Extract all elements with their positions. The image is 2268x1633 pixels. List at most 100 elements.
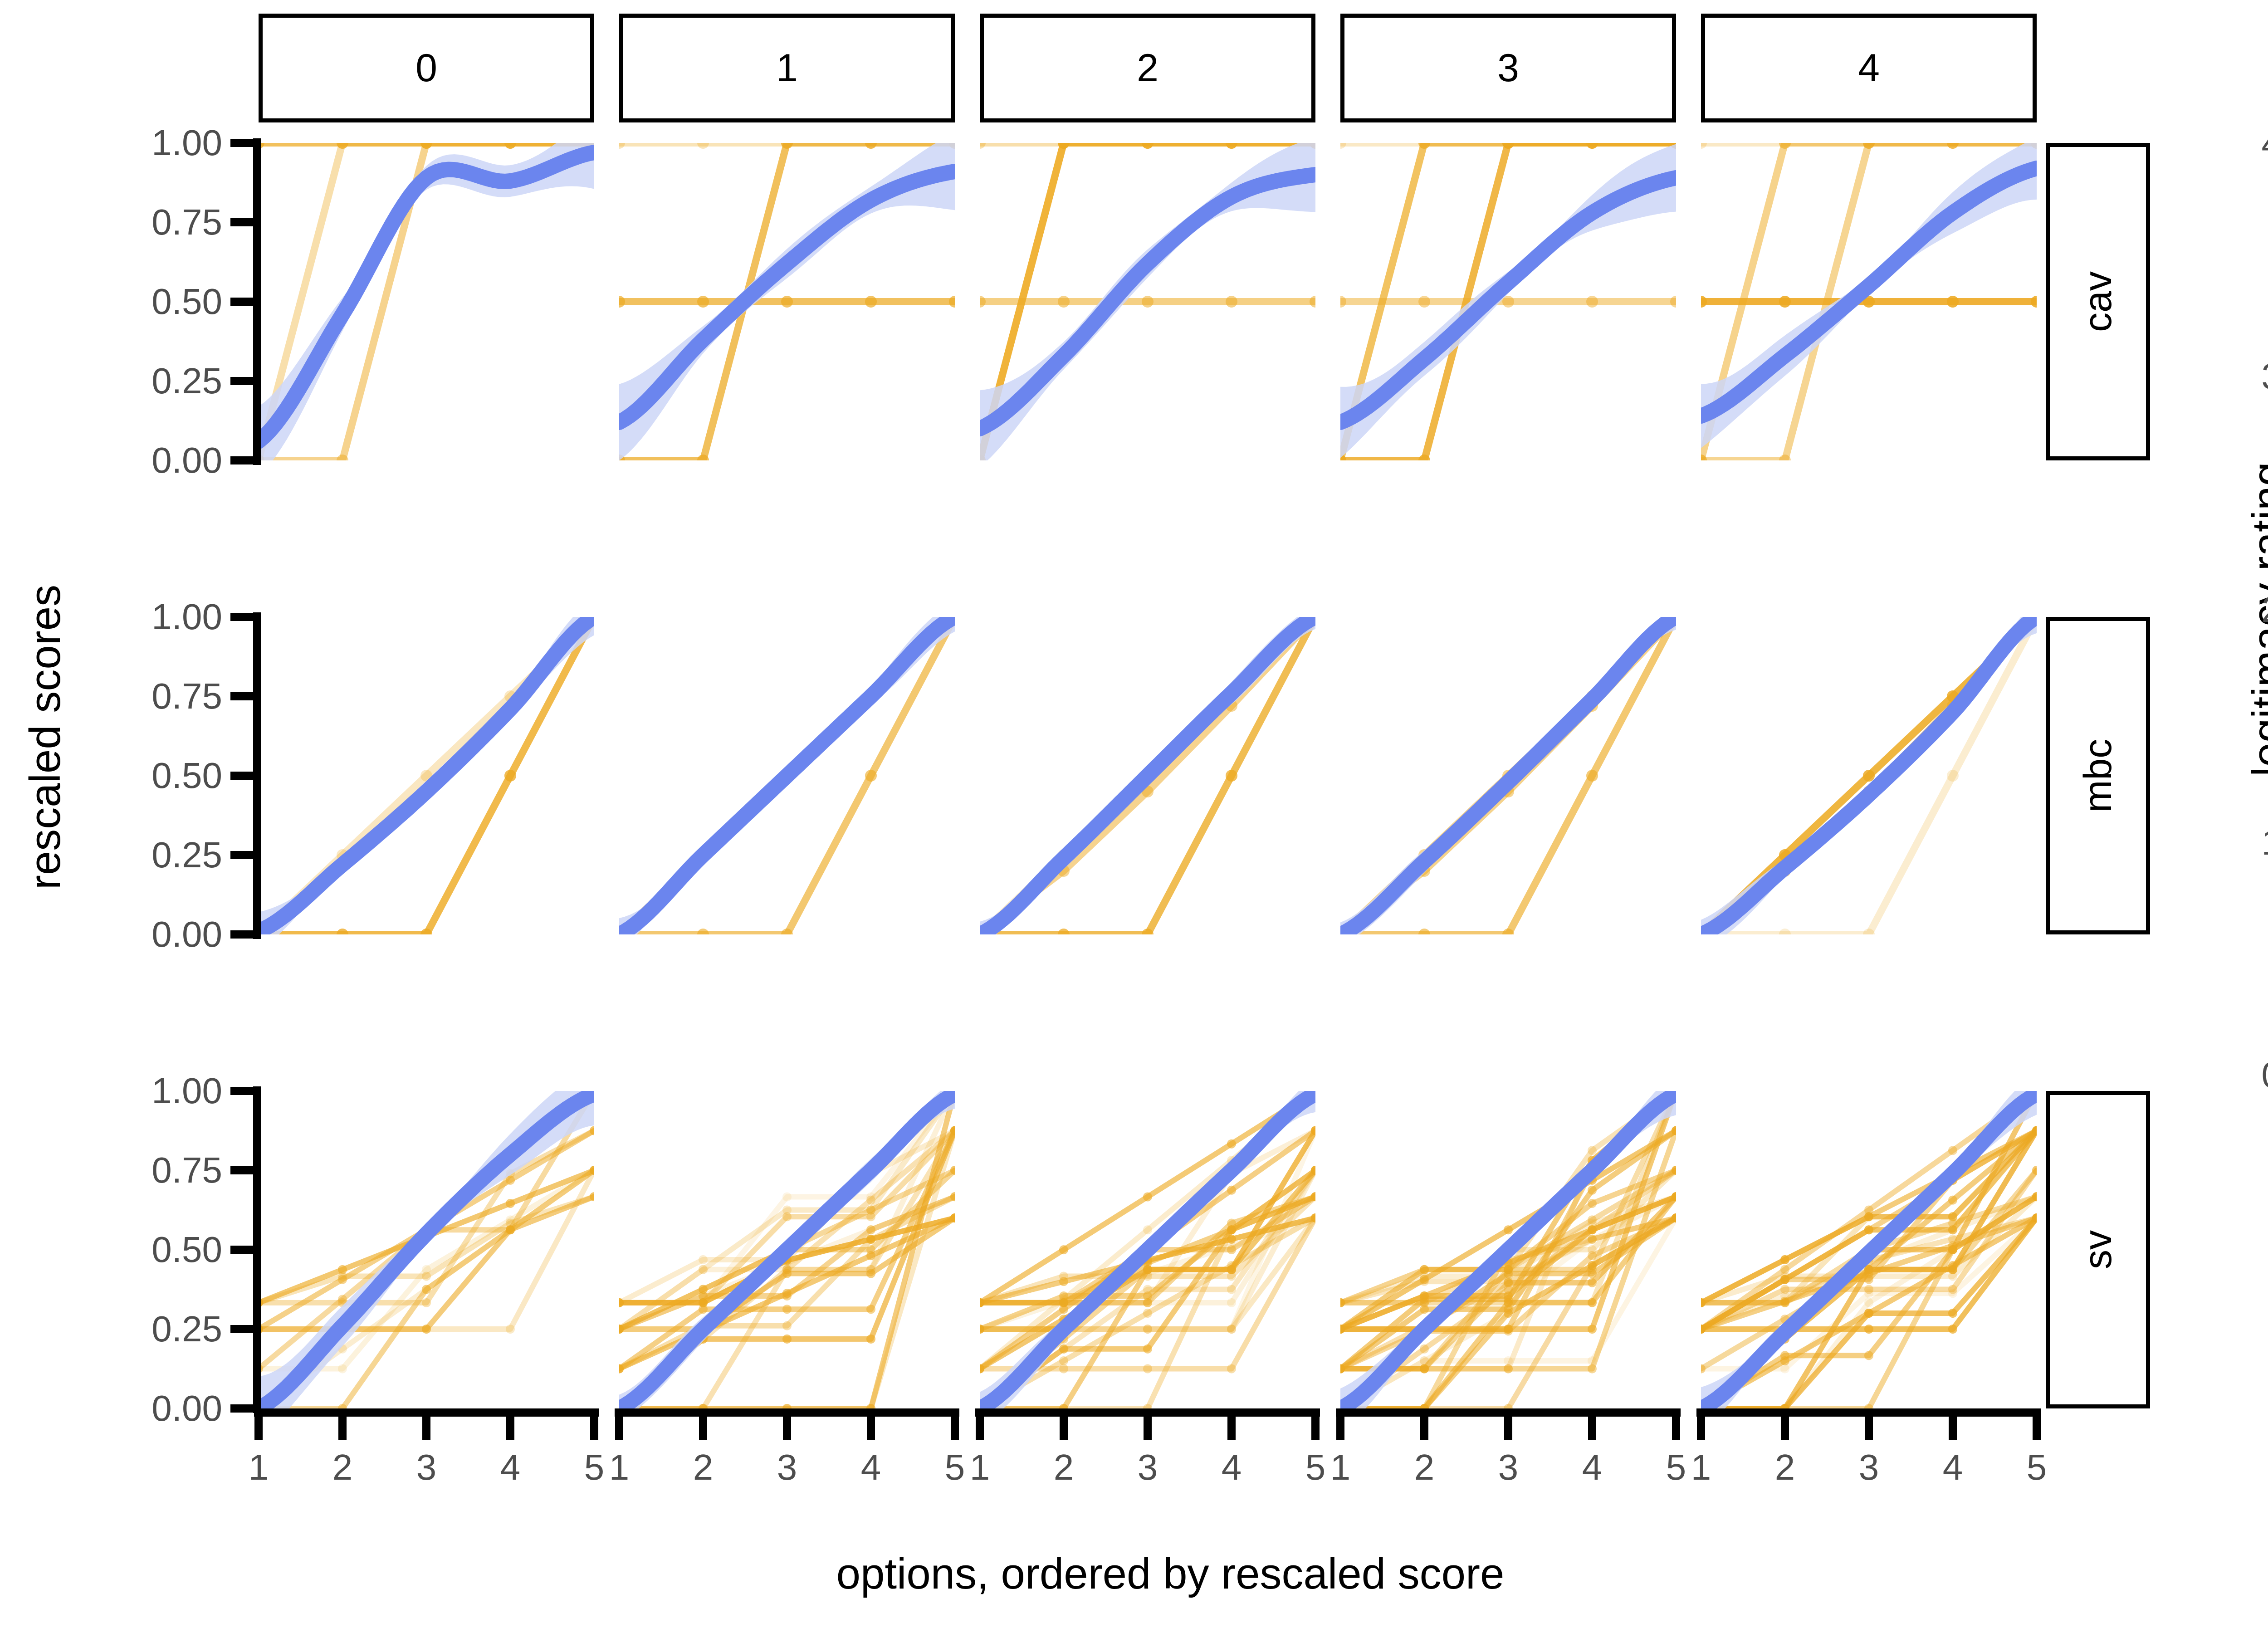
y-axis-line [253, 138, 261, 465]
y-tick-label: 0.00 [152, 440, 222, 480]
y-axis-tick [230, 1325, 254, 1333]
column-strip-0: 0 [259, 14, 594, 122]
column-strip-label: 1 [776, 46, 798, 90]
row-strip-label: sv [2076, 1230, 2120, 1269]
column-strip-label: 3 [1497, 46, 1519, 90]
x-tick-label: 4 [860, 1447, 881, 1487]
x-tick-label: 2 [693, 1447, 714, 1487]
y-axis-tick [230, 1246, 254, 1254]
left-x-axis-title: options, ordered by rescaled score [836, 1550, 1505, 1598]
x-axis-tick [1420, 1417, 1428, 1440]
y-tick-label: 0.75 [152, 676, 222, 716]
x-axis-tick [1227, 1417, 1236, 1440]
x-axis-tick [422, 1417, 430, 1440]
x-axis-line [975, 1408, 1320, 1417]
facet-panel-sv-4 [1701, 1091, 2037, 1408]
y-axis-tick [230, 298, 254, 306]
x-tick-label: 5 [1305, 1447, 1326, 1487]
facet-panel-cav-0 [259, 143, 594, 460]
row-strip-sv: sv [2046, 1091, 2150, 1408]
y-axis-tick [230, 1087, 254, 1095]
x-tick-label: 2 [1774, 1447, 1795, 1487]
y-axis-line [253, 1086, 261, 1413]
y-axis-tick [230, 1404, 254, 1413]
x-tick-label: 4 [1582, 1447, 1603, 1487]
x-axis-line [1696, 1408, 2041, 1417]
x-axis-tick [1781, 1417, 1789, 1440]
x-axis-tick [699, 1417, 707, 1440]
x-tick-label: 4 [500, 1447, 521, 1487]
x-axis-tick [2033, 1417, 2041, 1440]
x-tick-label: 5 [944, 1447, 965, 1487]
y-axis-line [253, 612, 261, 939]
facet-panel-cav-2 [980, 143, 1315, 460]
x-axis-tick [615, 1417, 623, 1440]
y-tick-label: 0.00 [152, 914, 222, 954]
x-axis-tick [1336, 1417, 1344, 1440]
x-axis-tick [1697, 1417, 1705, 1440]
x-tick-label: 2 [1414, 1447, 1435, 1487]
x-axis-tick [1949, 1417, 1957, 1440]
x-tick-label: 5 [584, 1447, 605, 1487]
facet-panel-mbc-2 [980, 617, 1315, 934]
y-axis-tick [230, 456, 254, 464]
row-strip-mbc: mbc [2046, 617, 2150, 934]
y-axis-tick [230, 377, 254, 385]
x-tick-label: 1 [1691, 1447, 1711, 1487]
facet-panel-cav-1 [619, 143, 955, 460]
x-axis-tick [1588, 1417, 1596, 1440]
x-axis-tick [1060, 1417, 1068, 1440]
x-axis-tick [590, 1417, 598, 1440]
column-strip-4: 4 [1701, 14, 2037, 122]
y-axis-tick [230, 930, 254, 939]
y-tick-label: 0.25 [152, 361, 222, 401]
y-axis-tick [230, 692, 254, 700]
x-axis-tick [1865, 1417, 1873, 1440]
column-strip-2: 2 [980, 14, 1315, 122]
row-strip-label: cav [2076, 271, 2120, 332]
y-tick-label: 0.50 [152, 281, 222, 322]
y-tick-label: 0.25 [152, 1309, 222, 1349]
x-tick-label: 3 [416, 1447, 437, 1487]
x-tick-label: 5 [2026, 1447, 2047, 1487]
y-tick-label: 1.00 [152, 1071, 222, 1111]
column-strip-3: 3 [1340, 14, 1676, 122]
y-axis-tick [230, 613, 254, 621]
y-tick-label: 1.00 [152, 122, 222, 163]
y-tick-label: 0.75 [152, 202, 222, 242]
y-axis-tick [230, 1166, 254, 1174]
y-tick-label: 0.25 [152, 835, 222, 875]
x-tick-label: 3 [777, 1447, 797, 1487]
y-tick-label: 1.00 [152, 596, 222, 637]
row-strip-label: mbc [2076, 738, 2120, 813]
x-axis-tick [976, 1417, 984, 1440]
y-axis-tick [230, 139, 254, 147]
facet-panel-sv-0 [259, 1091, 594, 1408]
y-tick-label: 0.00 [152, 1388, 222, 1428]
x-axis-line [254, 1408, 599, 1417]
column-strip-label: 4 [1858, 46, 1880, 90]
facet-panel-mbc-3 [1340, 617, 1676, 934]
facet-panel-sv-1 [619, 1091, 955, 1408]
right-y-tick-label: 3 [2136, 358, 2268, 395]
x-axis-tick [338, 1417, 347, 1440]
x-axis-line [1336, 1408, 1681, 1417]
x-tick-label: 2 [1053, 1447, 1074, 1487]
x-axis-tick [951, 1417, 959, 1440]
x-axis-line [615, 1408, 959, 1417]
left-y-axis-title: rescaled scores [21, 584, 69, 890]
column-strip-label: 0 [415, 46, 437, 90]
x-tick-label: 3 [1858, 1447, 1879, 1487]
x-axis-tick [1311, 1417, 1320, 1440]
x-axis-tick [254, 1417, 263, 1440]
facet-panel-mbc-0 [259, 617, 594, 934]
x-tick-label: 4 [1221, 1447, 1242, 1487]
right-y-tick-label: 1 [2136, 824, 2268, 861]
x-tick-label: 1 [248, 1447, 269, 1487]
y-tick-label: 0.50 [152, 755, 222, 796]
column-strip-label: 2 [1137, 46, 1158, 90]
x-tick-label: 1 [609, 1447, 630, 1487]
x-axis-tick [506, 1417, 514, 1440]
right-y-tick-label: 2 [2136, 591, 2268, 628]
